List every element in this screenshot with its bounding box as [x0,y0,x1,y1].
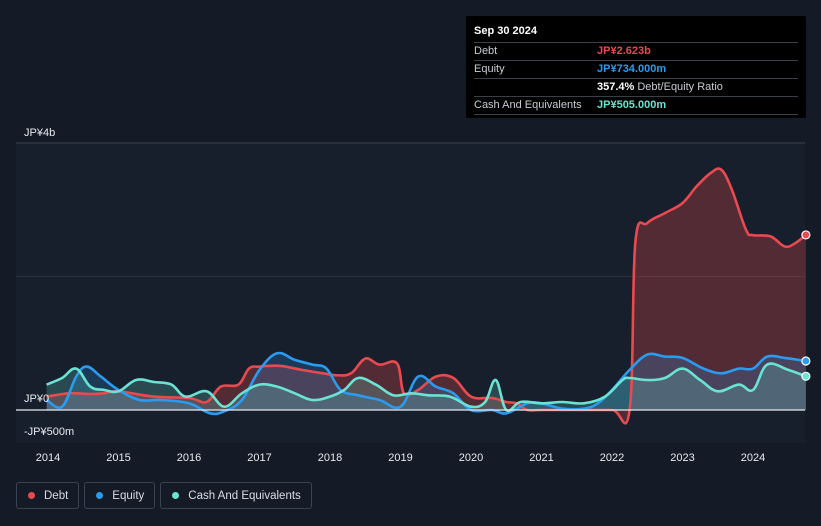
x-tick-label: 2022 [600,452,624,464]
line-debt [46,167,807,425]
debt-dot-icon [28,492,35,499]
tooltip-debt-value: JP¥2.623b [597,45,651,57]
line-cash-and-equivalents [46,362,807,413]
chart-lines [16,167,807,425]
x-tick-label: 2023 [670,452,694,464]
tooltip-equity-label: Equity [474,63,505,75]
x-tick-label: 2019 [388,452,412,464]
x-tick-label: 2014 [36,452,60,464]
cash-dot-icon [172,492,180,499]
x-tick-label: 2024 [741,452,765,464]
tooltip-cash-value: JP¥505.000m [597,99,667,111]
tooltip-row-ratio: 357.4% Debt/Equity Ratio [474,79,798,97]
line-equity [45,351,807,416]
chart-endpoints [801,230,811,381]
tooltip-ratio-value: 357.4% [597,81,635,93]
legend-debt-label: Debt [44,489,69,502]
tooltip-row-equity: Equity JP¥734.000m [474,61,798,79]
endpoint-debt [801,230,811,240]
y-tick-label: JP¥0 [24,393,49,405]
tooltip-ratio-label: Debt/Equity Ratio [637,81,723,93]
chart-legend: Debt Equity Cash And Equivalents [16,482,312,509]
y-tick-label: JP¥4b [24,127,55,139]
legend-item-cash[interactable]: Cash And Equivalents [160,482,312,509]
x-tick-label: 2020 [459,452,483,464]
x-tick-label: 2016 [177,452,201,464]
tooltip-date: Sep 30 2024 [474,25,798,43]
legend-cash-label: Cash And Equivalents [188,489,301,502]
x-tick-label: 2018 [318,452,342,464]
area-debt [46,168,806,424]
x-axis-labels: 2014 2015 2016 2017 2018 2019 2020 2021 2022 2023… [36,452,765,464]
legend-item-debt[interactable]: Debt [16,482,80,509]
tooltip-cash-label: Cash And Equivalents [474,99,582,111]
equity-dot-icon [96,492,104,499]
tooltip-equity-value: JP¥734.000m [597,63,667,75]
endpoint-equity [801,356,811,366]
x-tick-label: 2017 [247,452,271,464]
tooltip-debt-label: Debt [474,45,498,57]
legend-equity-label: Equity [112,489,145,502]
tooltip-row-cash: Cash And Equivalents JP¥505.000m [474,97,798,115]
legend-item-equity[interactable]: Equity [84,482,156,509]
x-tick-label: 2021 [529,452,553,464]
tooltip-row-debt: Debt JP¥2.623b [474,43,798,61]
x-tick-label: 2015 [106,452,130,464]
data-tooltip: Sep 30 2024 Debt JP¥2.623b Equity JP¥734… [466,16,806,118]
endpoint-cash-and-equivalents [801,371,811,381]
y-axis-labels: JP¥4b JP¥0 -JP¥500m [24,127,74,438]
y-tick-label: -JP¥500m [24,426,74,438]
